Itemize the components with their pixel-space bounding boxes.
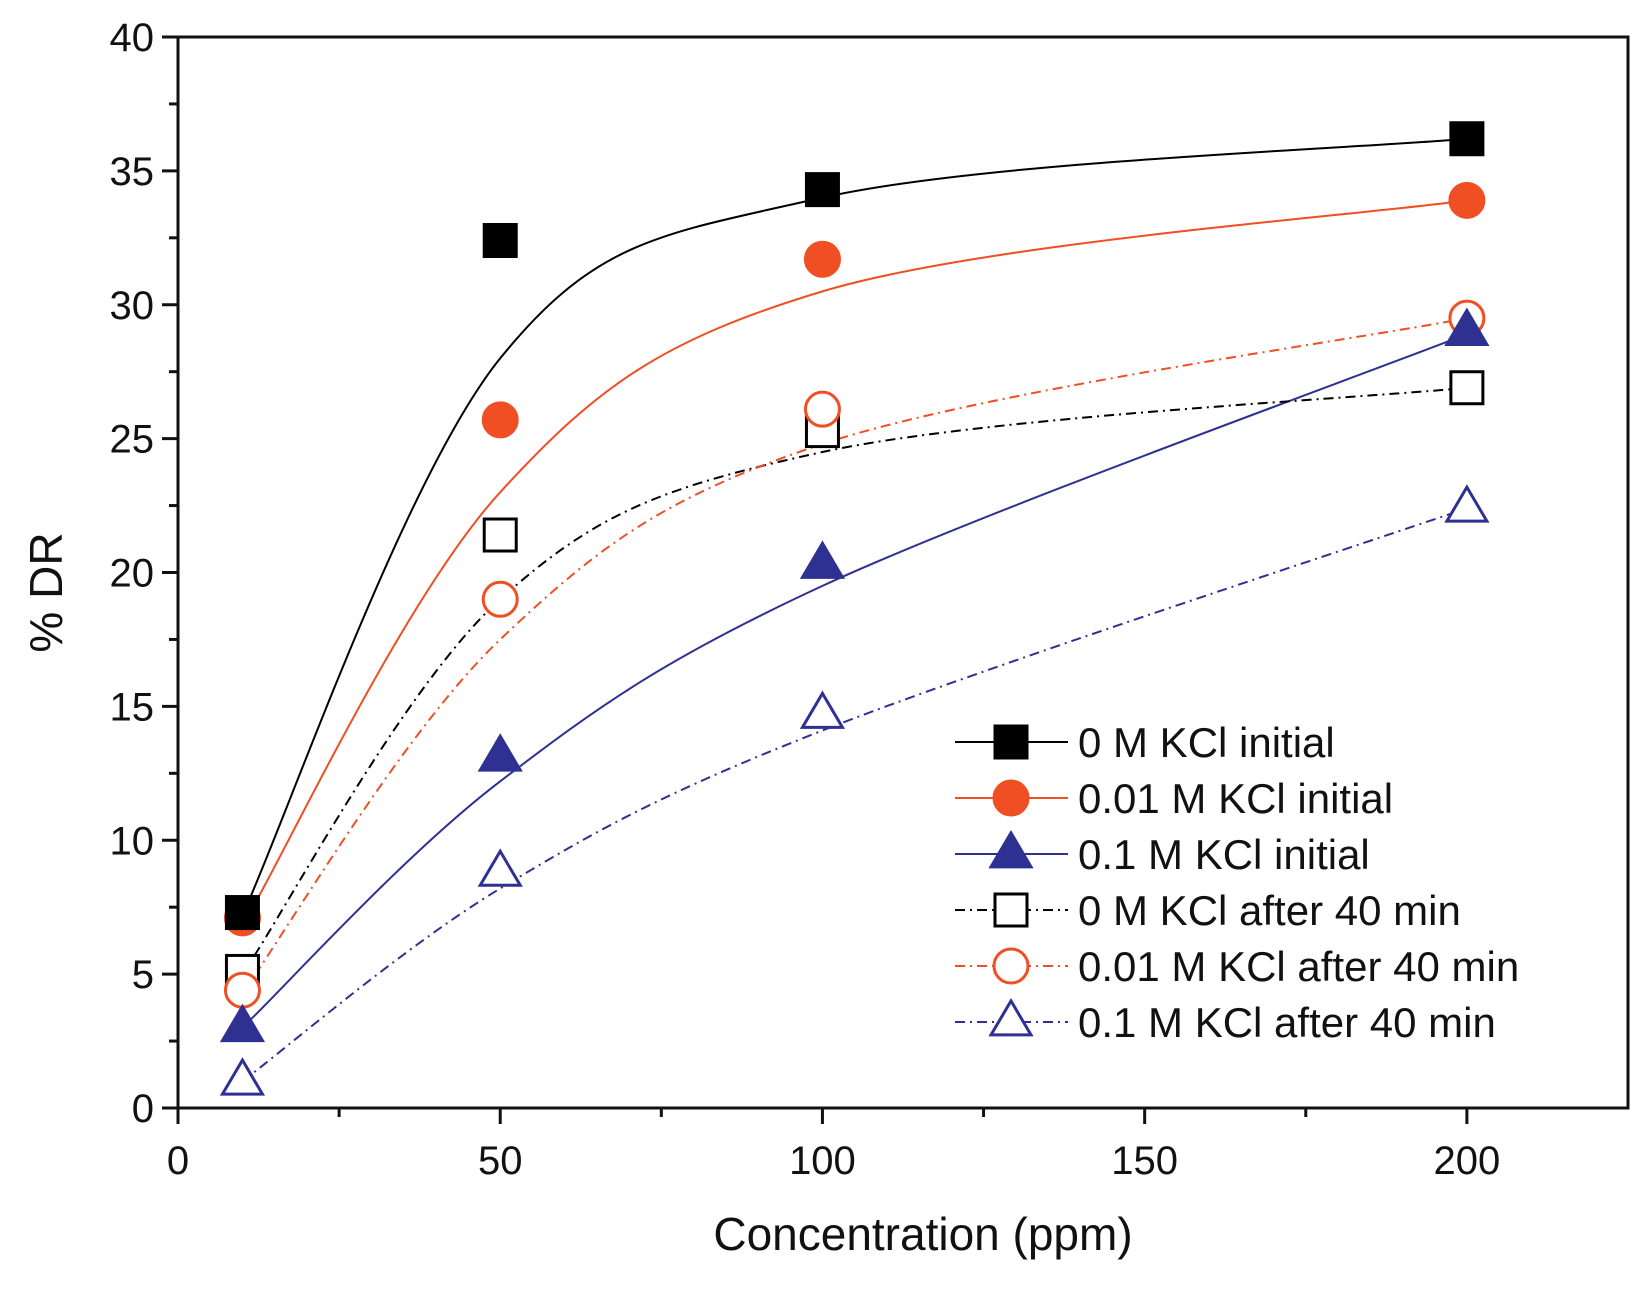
fit-curve-series-5 bbox=[241, 317, 1468, 994]
legend-marker-series-6 bbox=[988, 997, 1034, 1037]
data-markers bbox=[219, 121, 1490, 1096]
y-axis-title: % DR bbox=[20, 532, 72, 652]
data-point-series-3 bbox=[477, 733, 523, 772]
y-tick-label: 10 bbox=[110, 819, 155, 863]
fit-curve-series-1 bbox=[241, 137, 1467, 916]
data-point-series-4 bbox=[482, 517, 518, 553]
data-point-series-5 bbox=[803, 390, 841, 428]
y-tick-label: 0 bbox=[132, 1087, 154, 1131]
data-point-series-1 bbox=[1449, 121, 1485, 157]
legend-marker-series-2 bbox=[992, 779, 1030, 817]
data-point-series-5 bbox=[223, 971, 261, 1009]
data-point-series-1 bbox=[804, 172, 840, 208]
x-tick-label: 150 bbox=[1111, 1139, 1178, 1183]
y-tick-label: 25 bbox=[110, 418, 155, 462]
data-point-series-3 bbox=[799, 540, 846, 579]
data-point-series-6 bbox=[219, 1057, 266, 1096]
data-point-series-3 bbox=[219, 1003, 266, 1043]
legend-marker-series-4 bbox=[993, 892, 1029, 928]
data-point-series-6 bbox=[477, 848, 523, 887]
data-point-series-2 bbox=[803, 240, 841, 278]
legend-label-series-1: 0 M KCl initial bbox=[1078, 719, 1335, 766]
legend-marker-series-1 bbox=[993, 724, 1029, 760]
x-tick-label: 0 bbox=[167, 1139, 189, 1183]
data-point-series-6 bbox=[1444, 484, 1490, 523]
data-point-series-5 bbox=[481, 580, 519, 618]
data-point-series-4 bbox=[1449, 370, 1485, 406]
legend-label-series-3: 0.1 M KCl initial bbox=[1078, 831, 1370, 878]
legend-marker-series-3 bbox=[988, 829, 1034, 869]
data-point-series-1 bbox=[224, 895, 260, 931]
y-tick-label: 35 bbox=[110, 150, 155, 194]
legend-marker-series-5 bbox=[992, 947, 1030, 985]
data-point-series-6 bbox=[799, 690, 846, 729]
data-point-series-1 bbox=[482, 222, 518, 258]
x-axis-title: Concentration (ppm) bbox=[713, 1208, 1132, 1260]
fit-curve-series-2 bbox=[241, 199, 1468, 927]
legend-label-series-4: 0 M KCl after 40 min bbox=[1078, 887, 1461, 934]
x-tick-label: 100 bbox=[789, 1139, 856, 1183]
y-tick-label: 40 bbox=[110, 16, 155, 60]
legend-label-series-2: 0.01 M KCl initial bbox=[1078, 775, 1393, 822]
data-point-series-3 bbox=[1444, 307, 1490, 346]
legend-label-series-6: 0.1 M KCl after 40 min bbox=[1078, 999, 1496, 1046]
y-tick-label: 5 bbox=[132, 953, 154, 997]
y-tick-label: 30 bbox=[110, 284, 155, 328]
fit-curve-series-3 bbox=[241, 333, 1468, 1029]
fit-curve-series-6 bbox=[241, 507, 1468, 1083]
y-tick-label: 20 bbox=[110, 552, 155, 596]
data-point-series-2 bbox=[1448, 181, 1486, 219]
data-point-series-2 bbox=[481, 401, 519, 439]
legend: 0 M KCl initial 0.01 M KCl initial 0.1 M K… bbox=[955, 719, 1519, 1046]
fit-curves bbox=[241, 137, 1468, 1083]
y-tick-label: 15 bbox=[110, 685, 155, 729]
x-tick-label: 200 bbox=[1434, 1139, 1501, 1183]
legend-label-series-5: 0.01 M KCl after 40 min bbox=[1078, 943, 1519, 990]
axes: 0 50 100 150 200 0 5 10 15 20 25 30 35 40 bbox=[110, 16, 1630, 1183]
x-tick-label: 50 bbox=[478, 1139, 523, 1183]
